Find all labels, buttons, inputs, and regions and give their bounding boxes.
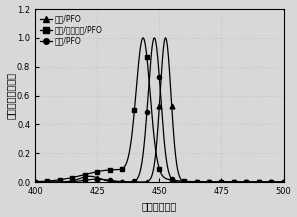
X-axis label: 波长（纳米）: 波长（纳米）: [142, 201, 177, 211]
Legend: 石英/PFO, 玻璃/氧化钐锡/PFO, 玻璃/PFO: 石英/PFO, 玻璃/氧化钐锡/PFO, 玻璃/PFO: [39, 13, 104, 47]
Y-axis label: 归一化的输出强度: 归一化的输出强度: [6, 72, 15, 119]
